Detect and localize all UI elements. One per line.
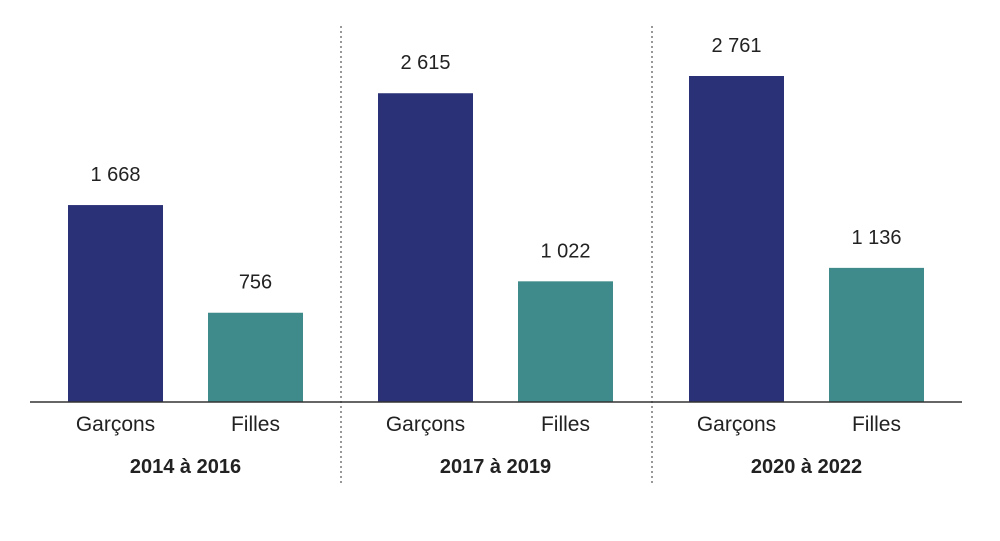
group-3-period-label: 2020 à 2022 bbox=[751, 456, 862, 478]
group-1-filles-bar bbox=[208, 312, 303, 402]
group-3-filles-value-label: 1 136 bbox=[851, 227, 901, 249]
group-1-garcons-bar bbox=[68, 205, 163, 402]
group-3-garcons-value-label: 2 761 bbox=[711, 35, 761, 57]
group-3-garcons-bar bbox=[689, 76, 784, 402]
group-1-period-label: 2014 à 2016 bbox=[130, 456, 241, 478]
group-2-garcons-bar bbox=[378, 93, 473, 402]
group-2-garcons-value-label: 2 615 bbox=[400, 52, 450, 74]
group-2-period-label: 2017 à 2019 bbox=[440, 456, 551, 478]
group-3-filles-bar bbox=[829, 267, 924, 402]
group-2-garcons-category-label: Garçons bbox=[386, 413, 465, 436]
group-2-filles-category-label: Filles bbox=[541, 413, 590, 436]
group-2-filles-bar bbox=[518, 281, 613, 402]
group-3-garcons-category-label: Garçons bbox=[697, 413, 776, 436]
group-2-filles-value-label: 1 022 bbox=[540, 240, 590, 262]
group-3-filles-category-label: Filles bbox=[852, 413, 901, 436]
group-1-filles-value-label: 756 bbox=[239, 272, 272, 294]
group-1-garcons-category-label: Garçons bbox=[76, 413, 155, 436]
group-1-filles-category-label: Filles bbox=[231, 413, 280, 436]
group-1-garcons-value-label: 1 668 bbox=[90, 164, 140, 186]
